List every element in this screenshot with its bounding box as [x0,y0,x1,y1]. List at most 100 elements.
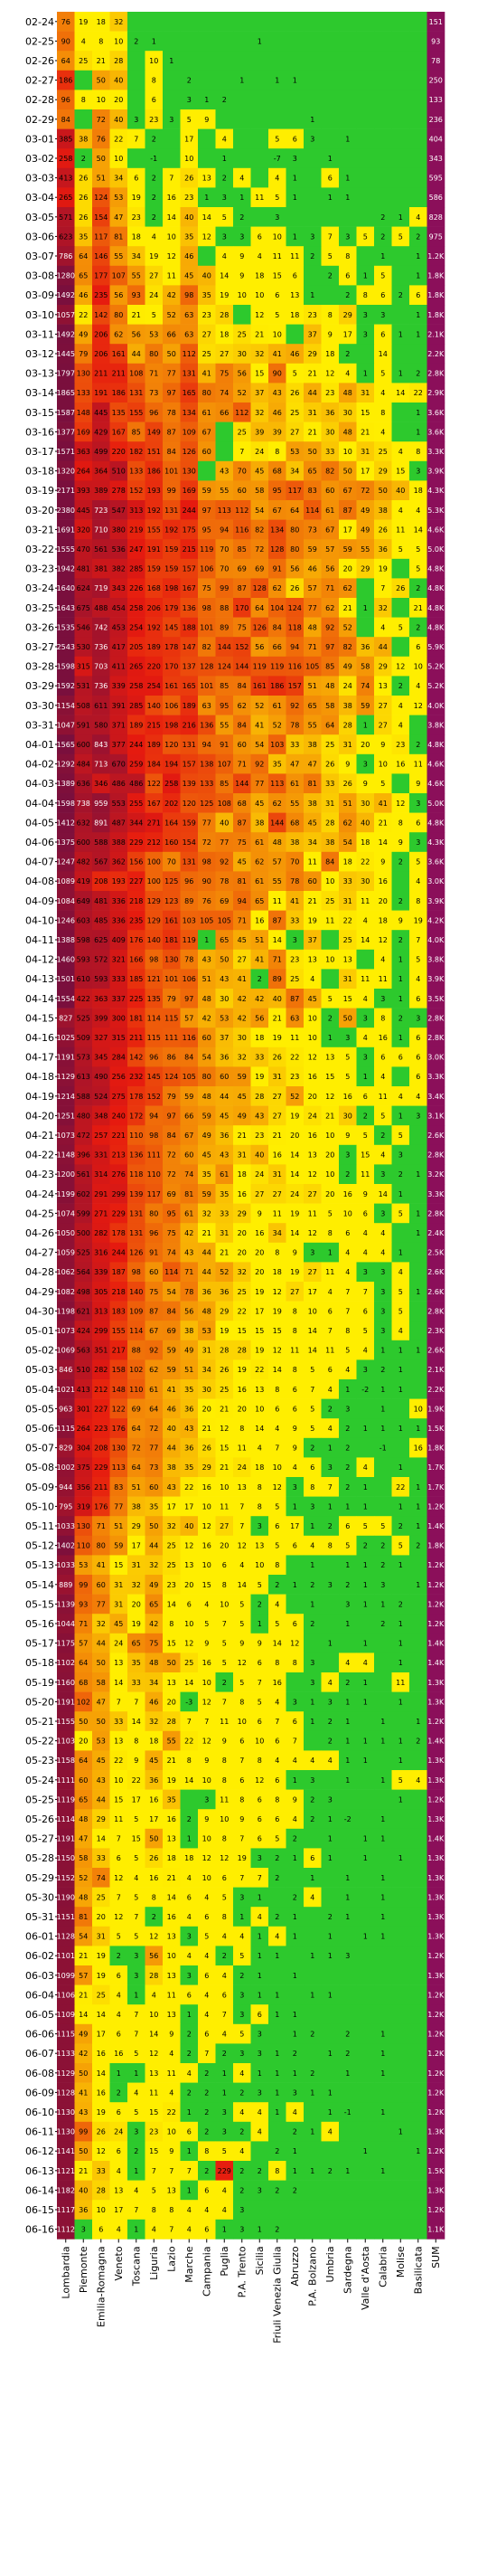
cell-value-label: 1 [293,77,297,85]
cell-value-label: 485 [94,916,108,924]
cell-value-label: 192 [164,526,178,534]
cell-value-label: 22 [361,858,370,867]
cell-value-label: 284 [112,1054,126,1062]
cell-value-label: 1 [187,2186,192,2194]
y-tick-label: 03-20 [25,505,54,516]
cell-value-label: 15 [132,1835,141,1843]
cell-value-label: 1 [398,213,403,222]
cell-value-label: 8 [239,1795,244,1804]
cell-value-label: 128 [270,545,284,554]
cell-value-label: 1 [380,1815,385,1823]
heatmap-cell [233,324,251,345]
cell-value-label: 125 [200,800,213,808]
cell-value-label: 8 [363,291,368,299]
cell-value-label: 144 [270,819,284,827]
cell-value-label: 10 [325,877,334,886]
heatmap-cell [180,285,199,306]
cell-value-label: 19 [255,1288,264,1296]
cell-value-label: 16 [97,2050,106,2058]
heatmap-cell [268,1965,286,1985]
cell-value-label: 1.4K [427,1738,445,1746]
cell-value-label: 5 [117,1933,121,1941]
cell-value-label: 41 [273,350,282,358]
cell-value-label: 487 [112,819,126,827]
cell-value-label: 15 [114,1795,123,1804]
x-tick-label: Molise [395,2246,407,2278]
cell-value-label: 63 [202,702,211,710]
cell-value-label: 2 [310,1815,314,1823]
heatmap-cell [304,1828,322,1849]
cell-value-label: 3 [239,1991,244,1999]
cell-value-label: 1 [187,1835,192,1843]
cell-value-label: 327 [94,1034,108,1042]
cell-value-label: 148 [112,1386,126,1394]
cell-value-label: 7 [134,1913,138,1921]
cell-value-label: 14 [97,1835,106,1843]
cell-value-label: 4 [275,1600,279,1608]
cell-value-label: 1 [363,370,368,378]
cell-value-label: 112 [183,350,196,358]
cell-value-label: 21 [308,897,317,905]
cell-value-label: 64 [61,57,70,65]
cell-value-label: 7 [134,2206,138,2214]
cell-value-label: 76 [97,135,106,143]
cell-value-label: 264 [77,1425,90,1433]
y-tick-label: 03-09 [25,289,54,301]
cell-value-label: 81 [184,1190,193,1198]
heatmap-cell [356,167,375,188]
cell-value-label: 117 [147,1190,161,1198]
cell-value-label: 34 [308,838,317,847]
cell-value-label: 8 [222,1913,227,1921]
cell-value-label: 20 [167,1698,176,1706]
cell-value-label: 1102 [57,1659,75,1667]
cell-value-label: 547 [112,507,126,515]
cell-value-label: 9 [363,1190,368,1198]
heatmap-cell [339,285,357,306]
cell-value-label: 959 [94,800,108,808]
cell-value-label: 158 [112,1366,126,1374]
cell-value-label: 48 [202,1307,211,1315]
cell-value-label: 4 [416,1776,420,1785]
heatmap-cell [198,344,216,365]
cell-value-label: 85 [238,545,247,554]
cell-value-label: 31 [308,409,317,417]
cell-value-label: 2.9K [427,389,445,397]
heatmap-cell [286,383,305,403]
cell-value-label: 70 [220,565,229,573]
cell-value-label: 5 [380,370,385,378]
cell-value-label: 176 [94,1502,108,1511]
cell-value-label: 6 [293,1620,297,1628]
cell-value-label: 1 [380,1425,385,1433]
heatmap-cell [409,1848,427,1869]
cell-value-label: 4 [328,1679,333,1687]
cell-value-label: 1 [187,2147,192,2155]
cell-value-label: 107 [218,761,231,769]
cell-value-label: 1 [204,936,209,944]
cell-value-label: 2 [416,1542,420,1550]
cell-value-label: 3 [416,1014,420,1022]
cell-value-label: 31 [273,1170,282,1179]
cell-value-label: 4.8K [427,623,445,631]
cell-value-label: 4 [204,1600,209,1608]
heatmap-cell [127,265,145,286]
heatmap-cell [74,148,93,169]
heatmap-sum-cell [426,226,445,247]
cell-value-label: 6 [416,1073,420,1081]
cell-value-label: 185 [129,975,143,983]
cell-value-label: 1 [310,1991,314,1999]
heatmap-cell [215,128,234,149]
heatmap-cell [321,441,340,462]
cell-value-label: 5 [293,370,297,378]
cell-value-label: 16 [202,1659,211,1667]
cell-value-label: 19 [220,291,229,299]
heatmap-cell [374,460,392,481]
cell-value-label: 1565 [57,741,75,749]
cell-value-label: 13 [255,1542,264,1550]
cell-value-label: 45 [308,819,317,827]
heatmap-cell [391,2141,410,2162]
cell-value-label: 133 [129,468,143,476]
heatmap-cell [57,246,75,267]
cell-value-label: 20 [97,1913,106,1921]
heatmap-cell [391,598,410,618]
cell-value-label: 4.8K [427,741,445,749]
